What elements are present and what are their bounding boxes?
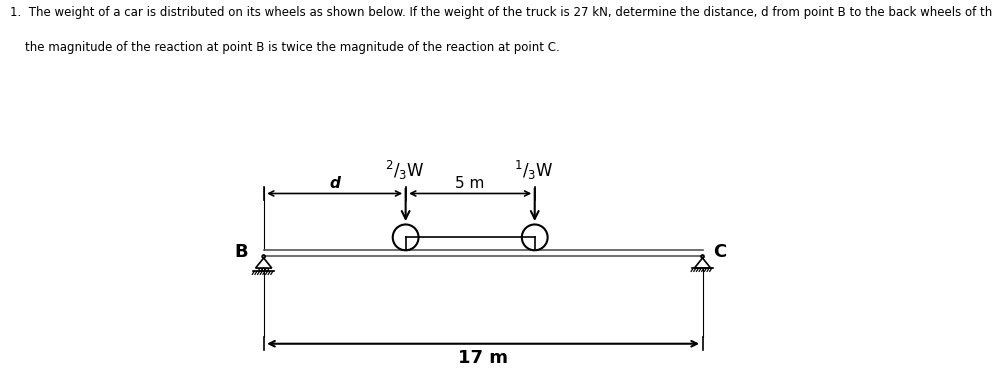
Text: B: B — [234, 243, 248, 261]
Text: the magnitude of the reaction at point B is twice the magnitude of the reaction : the magnitude of the reaction at point B… — [10, 41, 559, 54]
Text: 17 m: 17 m — [458, 349, 508, 367]
Text: C: C — [713, 243, 726, 261]
Text: d: d — [329, 176, 340, 191]
Text: 5 m: 5 m — [455, 176, 485, 191]
Text: $\mathregular{^2/_3}$W: $\mathregular{^2/_3}$W — [385, 159, 425, 182]
Text: $\mathregular{^1/_3}$W: $\mathregular{^1/_3}$W — [514, 159, 554, 182]
Text: 1.  The weight of a car is distributed on its wheels as shown below. If the weig: 1. The weight of a car is distributed on… — [10, 6, 992, 19]
